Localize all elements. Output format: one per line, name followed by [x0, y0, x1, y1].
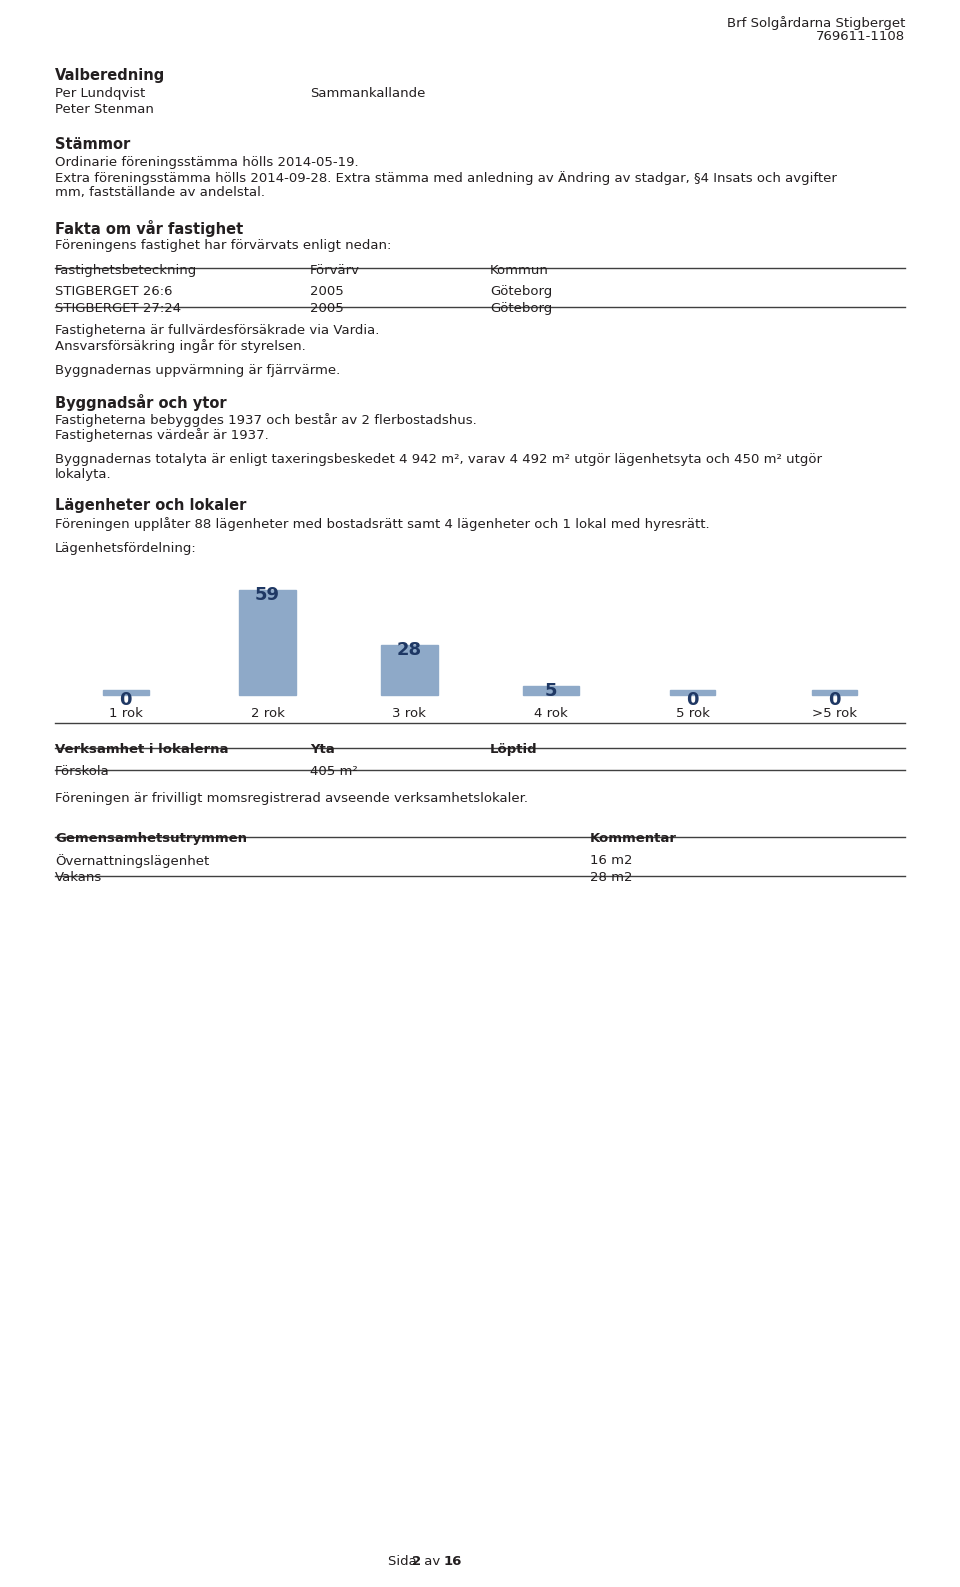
- Bar: [103, 690, 149, 695]
- Text: 2: 2: [412, 1555, 421, 1568]
- Text: Peter Stenman: Peter Stenman: [55, 103, 154, 116]
- Text: STIGBERGET 27:24: STIGBERGET 27:24: [55, 302, 181, 314]
- Text: av: av: [420, 1555, 444, 1568]
- Text: Byggnadernas totalyta är enligt taxeringsbeskedet 4 942 m², varav 4 492 m² utgör: Byggnadernas totalyta är enligt taxering…: [55, 452, 822, 467]
- Bar: [239, 590, 296, 695]
- Text: Verksamhet i lokalerna: Verksamhet i lokalerna: [55, 743, 228, 755]
- Text: Ansvarsförsäkring ingår för styrelsen.: Ansvarsförsäkring ingår för styrelsen.: [55, 340, 305, 352]
- Text: Sammankallande: Sammankallande: [310, 87, 425, 100]
- Text: 28 m2: 28 m2: [590, 871, 633, 884]
- Text: Valberedning: Valberedning: [55, 68, 165, 83]
- Text: STIGBERGET 26:6: STIGBERGET 26:6: [55, 286, 173, 298]
- Text: Förvärv: Förvärv: [310, 263, 360, 278]
- Text: 5: 5: [544, 682, 557, 700]
- Text: 0: 0: [120, 690, 132, 709]
- Text: 28: 28: [396, 641, 421, 659]
- Text: Byggnadernas uppvärmning är fjärrvärme.: Byggnadernas uppvärmning är fjärrvärme.: [55, 363, 340, 378]
- Text: Göteborg: Göteborg: [490, 302, 552, 314]
- Bar: [811, 690, 857, 695]
- Text: Föreningens fastighet har förvärvats enligt nedan:: Föreningens fastighet har förvärvats enl…: [55, 240, 392, 252]
- Text: 5 rok: 5 rok: [676, 706, 709, 720]
- Text: lokalyta.: lokalyta.: [55, 468, 111, 481]
- Text: Fakta om vår fastighet: Fakta om vår fastighet: [55, 221, 243, 236]
- Text: Lägenheter och lokaler: Lägenheter och lokaler: [55, 498, 247, 513]
- Text: mm, fastställande av andelstal.: mm, fastställande av andelstal.: [55, 186, 265, 198]
- Text: 0: 0: [828, 690, 840, 709]
- Text: Kommun: Kommun: [490, 263, 549, 278]
- Text: Fastighetsbeteckning: Fastighetsbeteckning: [55, 263, 197, 278]
- Text: 0: 0: [686, 690, 699, 709]
- Text: Ordinarie föreningsstämma hölls 2014-05-19.: Ordinarie föreningsstämma hölls 2014-05-…: [55, 156, 359, 168]
- Text: 16: 16: [444, 1555, 463, 1568]
- Text: 2 rok: 2 rok: [251, 706, 284, 720]
- Text: 16 m2: 16 m2: [590, 854, 633, 867]
- Bar: [670, 690, 715, 695]
- Text: Vakans: Vakans: [55, 871, 103, 884]
- Text: Fastigheternas värdeår är 1937.: Fastigheternas värdeår är 1937.: [55, 428, 269, 441]
- Text: Löptid: Löptid: [490, 743, 538, 755]
- Text: Kommentar: Kommentar: [590, 832, 677, 844]
- Text: 769611-1108: 769611-1108: [816, 30, 905, 43]
- Bar: [381, 646, 438, 695]
- Text: Föreningen upplåter 88 lägenheter med bostadsrätt samt 4 lägenheter och 1 lokal : Föreningen upplåter 88 lägenheter med bo…: [55, 517, 709, 532]
- Text: 2005: 2005: [310, 286, 344, 298]
- Text: Extra föreningsstämma hölls 2014-09-28. Extra stämma med anledning av Ändring av: Extra föreningsstämma hölls 2014-09-28. …: [55, 171, 837, 186]
- Text: 2005: 2005: [310, 302, 344, 314]
- Text: Fastigheterna bebyggdes 1937 och består av 2 flerbostadshus.: Fastigheterna bebyggdes 1937 och består …: [55, 413, 477, 427]
- Text: Brf Solgårdarna Stigberget: Brf Solgårdarna Stigberget: [727, 16, 905, 30]
- Text: Övernattningslägenhet: Övernattningslägenhet: [55, 854, 209, 868]
- Text: Per Lundqvist: Per Lundqvist: [55, 87, 145, 100]
- Text: 4 rok: 4 rok: [534, 706, 567, 720]
- Text: 405 m²: 405 m²: [310, 765, 358, 778]
- Text: Göteborg: Göteborg: [490, 286, 552, 298]
- Text: 59: 59: [255, 586, 280, 605]
- Text: Föreningen är frivilligt momsregistrerad avseende verksamhetslokaler.: Föreningen är frivilligt momsregistrerad…: [55, 792, 528, 805]
- Text: >5 rok: >5 rok: [811, 706, 856, 720]
- Text: Fastigheterna är fullvärdesförsäkrade via Vardia.: Fastigheterna är fullvärdesförsäkrade vi…: [55, 324, 379, 336]
- Text: Lägenhetsfördelning:: Lägenhetsfördelning:: [55, 543, 197, 555]
- Text: Byggnadsår och ytor: Byggnadsår och ytor: [55, 394, 227, 411]
- Text: Förskola: Förskola: [55, 765, 109, 778]
- Text: Stämmor: Stämmor: [55, 136, 131, 152]
- Text: Gemensamhetsutrymmen: Gemensamhetsutrymmen: [55, 832, 247, 844]
- Bar: [522, 686, 579, 695]
- Text: 3 rok: 3 rok: [393, 706, 426, 720]
- Text: Yta: Yta: [310, 743, 335, 755]
- Text: Sida: Sida: [388, 1555, 421, 1568]
- Text: 1 rok: 1 rok: [108, 706, 143, 720]
